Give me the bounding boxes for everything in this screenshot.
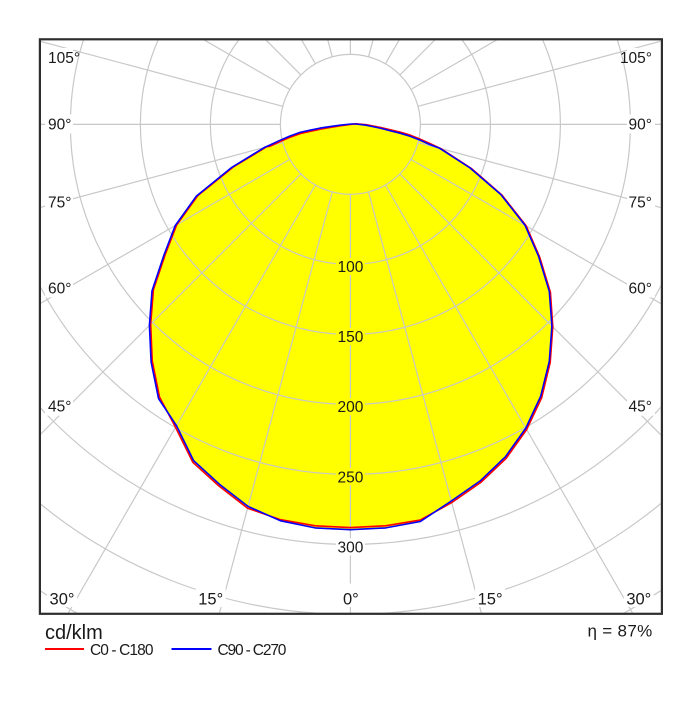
svg-text:100: 100: [337, 259, 363, 276]
svg-text:cd/klm: cd/klm: [45, 622, 103, 644]
svg-text:45°: 45°: [48, 399, 71, 416]
svg-text:150: 150: [337, 329, 363, 346]
svg-text:90°: 90°: [629, 117, 652, 134]
svg-text:C0 - C180: C0 - C180: [90, 642, 154, 659]
svg-text:15°: 15°: [198, 590, 223, 608]
svg-text:60°: 60°: [48, 280, 71, 297]
svg-text:C90 - C270: C90 - C270: [218, 642, 287, 659]
svg-text:75°: 75°: [629, 195, 652, 212]
svg-text:30°: 30°: [50, 590, 75, 608]
svg-text:45°: 45°: [629, 399, 652, 416]
svg-text:60°: 60°: [629, 280, 652, 297]
svg-text:200: 200: [337, 399, 363, 416]
svg-text:90°: 90°: [48, 117, 71, 134]
svg-text:75°: 75°: [48, 195, 71, 212]
svg-text:η = 87%: η = 87%: [588, 622, 653, 641]
svg-text:0°: 0°: [343, 590, 359, 608]
svg-text:30°: 30°: [626, 590, 651, 608]
svg-text:105°: 105°: [620, 50, 652, 67]
svg-text:250: 250: [337, 469, 363, 486]
svg-text:300: 300: [337, 539, 363, 556]
svg-text:105°: 105°: [48, 50, 80, 67]
svg-text:15°: 15°: [478, 590, 503, 608]
